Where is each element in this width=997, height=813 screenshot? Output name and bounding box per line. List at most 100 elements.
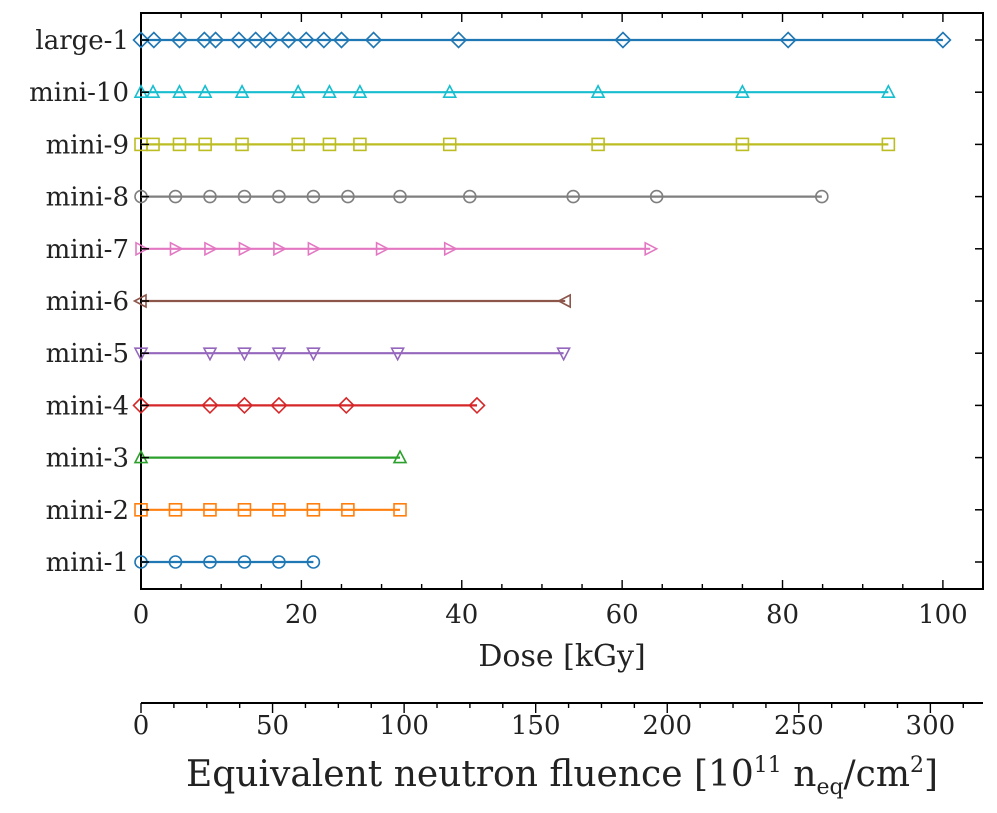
data-point xyxy=(934,31,952,49)
data-point xyxy=(195,31,213,49)
series-large-1 xyxy=(132,31,952,49)
series-mini-4 xyxy=(132,396,486,415)
ticks-layer: mini-1 mini-2 mini-3 mini-4 mini-5 mini-6 mini… xyxy=(29,13,984,630)
data-point xyxy=(462,189,477,204)
y-tick-label: mini-4 xyxy=(46,391,129,421)
data-point xyxy=(235,137,249,152)
data-point xyxy=(315,31,333,49)
y-tick-label: mini-2 xyxy=(46,496,129,526)
data-point xyxy=(556,347,571,362)
data-point xyxy=(322,137,337,152)
data-point xyxy=(590,83,606,98)
data-point xyxy=(145,31,163,49)
x-tick-label: 20 xyxy=(285,600,318,630)
y-tick-label: mini-6 xyxy=(46,287,129,317)
x-tick-label: 80 xyxy=(766,600,799,630)
data-point xyxy=(390,347,405,362)
secondary-tick-label: 150 xyxy=(511,711,561,741)
data-point xyxy=(393,189,407,204)
data-point xyxy=(272,189,286,204)
data-point xyxy=(306,502,321,517)
secondary-tick-label: 100 xyxy=(379,711,429,741)
data-point xyxy=(203,555,217,569)
data-point xyxy=(393,502,407,517)
data-point xyxy=(270,396,288,415)
data-point xyxy=(272,555,286,569)
data-point xyxy=(468,396,486,415)
data-point xyxy=(168,189,183,204)
data-point xyxy=(237,555,252,569)
data-point xyxy=(307,241,322,257)
series-mini-10 xyxy=(133,83,896,98)
data-point xyxy=(197,83,213,98)
series-mini-8 xyxy=(134,189,829,204)
data-point xyxy=(306,555,321,569)
data-point xyxy=(279,31,298,49)
data-point xyxy=(353,137,367,152)
data-point xyxy=(306,347,321,362)
data-point xyxy=(132,396,150,415)
data-point xyxy=(735,83,750,98)
x-tick-label: 100 xyxy=(918,600,968,630)
x-tick-label: 60 xyxy=(606,600,639,630)
data-point xyxy=(364,31,383,49)
data-point xyxy=(297,31,315,49)
data-point xyxy=(644,241,659,257)
data-point xyxy=(132,31,150,49)
x-tick-label: 40 xyxy=(445,600,478,630)
secondary-tick-label: 250 xyxy=(774,711,824,741)
data-point xyxy=(235,396,254,415)
data-point xyxy=(202,347,218,362)
series-mini-2 xyxy=(134,502,407,517)
data-point xyxy=(352,83,368,98)
data-point xyxy=(341,502,355,517)
data-point xyxy=(135,241,150,257)
data-point xyxy=(168,555,183,569)
data-point xyxy=(203,189,217,204)
y-tick-label: mini-7 xyxy=(46,235,129,265)
data-point xyxy=(881,137,896,152)
data-point xyxy=(237,502,252,517)
series-layer xyxy=(132,31,952,569)
data-point xyxy=(290,83,306,98)
data-point xyxy=(881,83,896,98)
data-point xyxy=(271,347,287,362)
data-point xyxy=(735,137,750,152)
data-point xyxy=(442,83,458,98)
data-point xyxy=(306,189,321,204)
data-point xyxy=(170,31,189,49)
data-point xyxy=(442,137,457,152)
data-point xyxy=(145,83,161,98)
y-tick-label: mini-1 xyxy=(46,548,129,578)
data-point xyxy=(449,31,468,49)
secondary-ticks-layer: 0 50 100 150 200 250 300 xyxy=(133,703,964,741)
y-tick-label: mini-5 xyxy=(46,339,129,369)
data-point xyxy=(172,137,187,152)
y-tick-label: mini-8 xyxy=(46,183,129,213)
data-point xyxy=(337,396,355,415)
data-point xyxy=(272,502,286,517)
data-point xyxy=(168,502,183,517)
data-point xyxy=(649,189,664,204)
y-tick-label: mini-3 xyxy=(46,444,129,474)
data-point xyxy=(204,241,219,257)
data-point xyxy=(815,189,829,204)
data-point xyxy=(247,31,265,49)
secondary-tick-label: 200 xyxy=(642,711,692,741)
data-point xyxy=(237,347,252,362)
series-mini-7 xyxy=(135,241,659,257)
data-point xyxy=(261,31,279,49)
y-tick-label: mini-9 xyxy=(46,130,129,160)
data-point xyxy=(198,137,212,152)
data-point xyxy=(291,137,305,152)
data-point xyxy=(591,137,605,152)
data-point xyxy=(172,83,187,98)
data-point xyxy=(614,31,632,49)
data-point xyxy=(392,449,408,464)
x-axis-title: Dose [kGy] xyxy=(478,639,645,674)
secondary-tick-label: 0 xyxy=(133,711,150,741)
data-point xyxy=(238,241,253,257)
secondary-tick-label: 300 xyxy=(906,711,956,741)
data-point xyxy=(566,189,581,204)
